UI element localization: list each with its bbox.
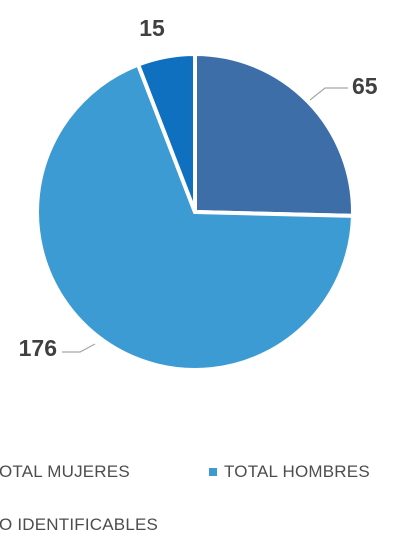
leader-line-total-hombres — [62, 343, 96, 353]
legend-label-total-mujeres: OTAL MUJERES — [0, 462, 130, 481]
leader-line-total-mujeres — [309, 87, 348, 101]
data-label-total-mujeres: 65 — [352, 73, 378, 99]
legend-label-no-identificables: O IDENTIFICABLES — [0, 515, 159, 534]
data-label-total-hombres: 176 — [19, 335, 57, 361]
pie-slice-total-hombres — [35, 61, 356, 372]
legend-swatch-total-hombres — [209, 468, 217, 476]
legend-label-total-hombres: TOTAL HOMBRES — [224, 462, 370, 481]
pie-slice-total-mujeres — [193, 51, 355, 218]
data-label-no-identificables: 15 — [139, 15, 165, 41]
pie-slice-no-identificables — [135, 51, 197, 213]
